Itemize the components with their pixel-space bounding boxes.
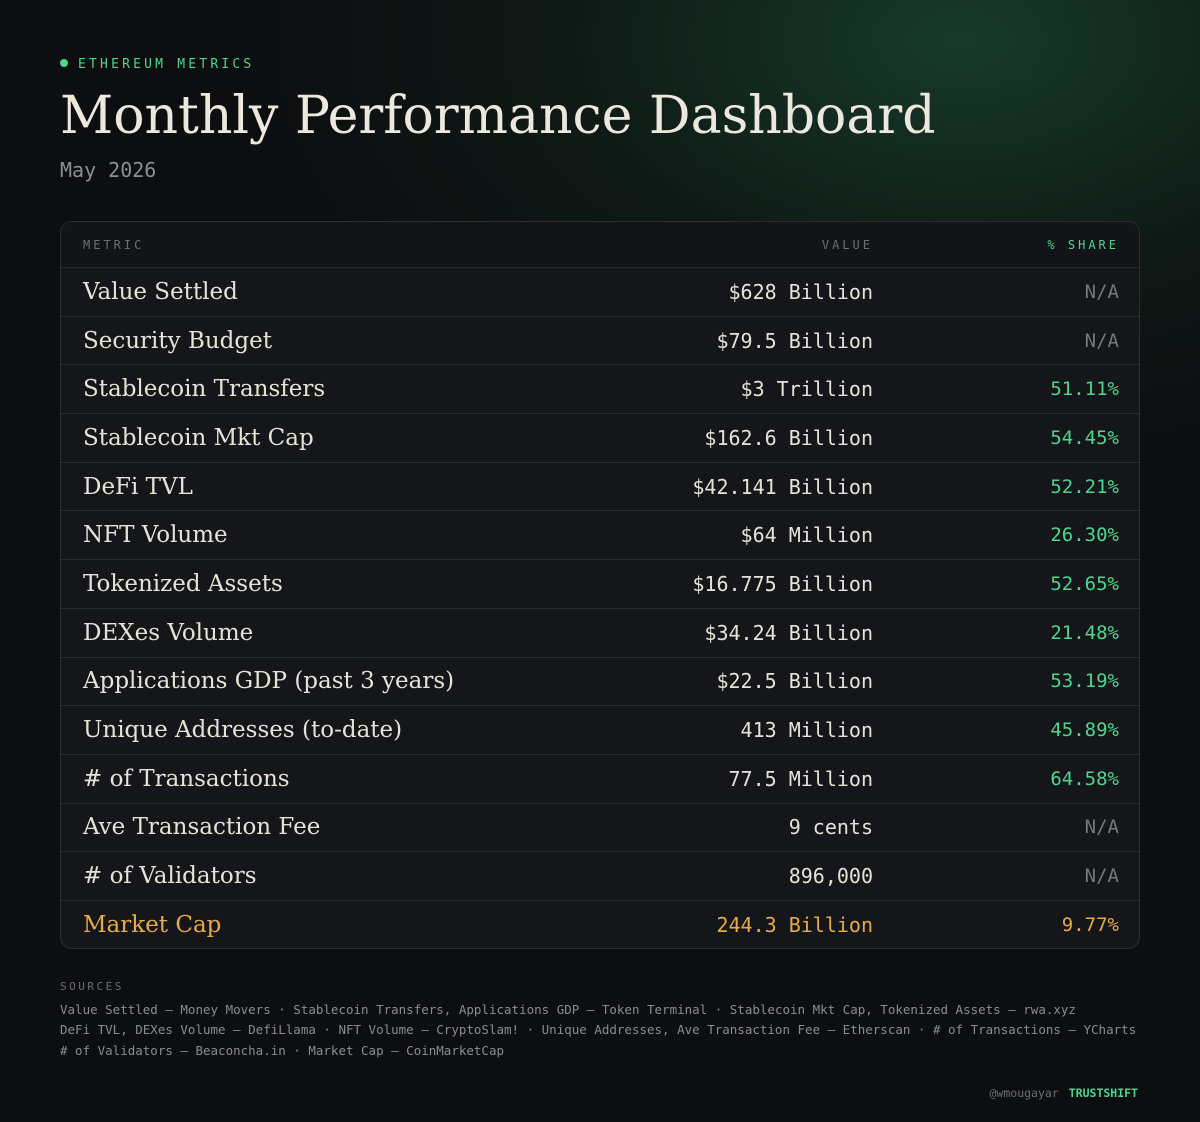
share: 64.58% bbox=[1050, 767, 1119, 790]
column-header: VALUE bbox=[821, 237, 873, 252]
handle: @wmougayar bbox=[989, 1086, 1059, 1100]
metric: Value Settled bbox=[83, 278, 238, 305]
share: 21.48% bbox=[1050, 621, 1119, 644]
metric: DeFi TVL bbox=[83, 473, 193, 500]
brand: TRUSTSHIFT bbox=[1068, 1086, 1138, 1100]
source-line: # of Validators — Beaconcha.in · Market … bbox=[60, 1043, 505, 1058]
source-line: Value Settled — Money Movers · Stablecoi… bbox=[60, 1002, 1076, 1017]
metric: # of Validators bbox=[83, 863, 257, 890]
table-row: Value Settled $628 Billion N/A bbox=[61, 267, 1139, 316]
table-row: DEXes Volume $34.24 Billion 21.48% bbox=[61, 607, 1139, 657]
value: $42.141 Billion bbox=[692, 474, 873, 499]
table-row: # of Validators 896,000 N/A bbox=[61, 851, 1139, 900]
table-row: Stablecoin Transfers $3 Trillion 51.11% bbox=[61, 364, 1139, 413]
share: 52.21% bbox=[1050, 475, 1119, 498]
share: 45.89% bbox=[1050, 719, 1119, 742]
value: $628 Billion bbox=[728, 279, 874, 304]
value: $34.24 Billion bbox=[704, 620, 873, 645]
table-row: Unique Addresses (to-date) 413 Million 45.… bbox=[61, 705, 1139, 754]
table-row: Stablecoin Mkt Cap $162.6 Billion 54.45% bbox=[61, 413, 1139, 462]
column-header: METRIC bbox=[83, 237, 145, 252]
footer: @wmougayar TRUSTSHIFT bbox=[990, 1086, 1139, 1100]
value: $22.5 Billion bbox=[716, 669, 873, 694]
metric: Tokenized Assets bbox=[83, 570, 283, 597]
metric: NFT Volume bbox=[83, 522, 228, 549]
column-header: % SHARE bbox=[1047, 237, 1119, 252]
value: 244.3 Billion bbox=[716, 912, 873, 937]
share: N/A bbox=[1084, 280, 1119, 303]
share: 26.30% bbox=[1050, 524, 1119, 547]
table-row: Tokenized Assets $16.775 Billion 52.65% bbox=[61, 559, 1139, 608]
subtitle: May 2026 bbox=[60, 158, 157, 182]
metric: Ave Transaction Fee bbox=[83, 814, 321, 841]
value: $3 Trillion bbox=[740, 377, 873, 402]
metric: Applications GDP (past 3 years) bbox=[83, 668, 455, 695]
table-row: Security Budget $79.5 Billion N/A bbox=[61, 315, 1139, 365]
metrics-table: METRIC VALUE % SHARE Value Settled $628 B… bbox=[60, 221, 1140, 949]
table-row: DeFi TVL $42.141 Billion 52.21% bbox=[61, 461, 1139, 511]
share: N/A bbox=[1084, 865, 1119, 888]
value: $79.5 Billion bbox=[716, 328, 873, 353]
metric: Market Cap bbox=[83, 911, 222, 938]
metric: Stablecoin Mkt Cap bbox=[83, 424, 314, 451]
share: 51.11% bbox=[1050, 378, 1119, 401]
table-row: Applications GDP (past 3 years) $22.5 Bil… bbox=[61, 656, 1139, 706]
value: 413 Million bbox=[740, 718, 873, 743]
share: N/A bbox=[1084, 816, 1119, 839]
table-row: NFT Volume $64 Million 26.30% bbox=[61, 510, 1139, 559]
share: 54.45% bbox=[1050, 426, 1119, 449]
value: 77.5 Million bbox=[728, 766, 874, 791]
sources-label: SOURCES bbox=[60, 980, 124, 993]
value: $162.6 Billion bbox=[704, 425, 873, 450]
share: N/A bbox=[1084, 329, 1119, 352]
table-row: # of Transactions 77.5 Million 64.58% bbox=[61, 753, 1139, 803]
share: 9.77% bbox=[1061, 913, 1119, 936]
source-line: DeFi TVL, DEXes Volume — DefiLlama · NFT… bbox=[60, 1022, 1137, 1037]
metric: Stablecoin Transfers bbox=[83, 376, 326, 403]
eyebrow: ETHEREUM METRICS bbox=[60, 57, 254, 72]
metric: Unique Addresses (to-date) bbox=[83, 717, 403, 744]
metric: # of Transactions bbox=[83, 765, 290, 792]
value: 896,000 bbox=[788, 864, 873, 889]
metric: DEXes Volume bbox=[83, 619, 254, 646]
share: 53.19% bbox=[1050, 670, 1119, 693]
value: 9 cents bbox=[788, 815, 873, 840]
metric: Security Budget bbox=[83, 327, 272, 354]
table-header: METRIC VALUE % SHARE bbox=[61, 222, 1139, 267]
share: 52.65% bbox=[1050, 572, 1119, 595]
table-row: Market Cap 244.3 Billion 9.77% bbox=[61, 899, 1139, 948]
value: $64 Million bbox=[740, 523, 873, 548]
value: $16.775 Billion bbox=[692, 571, 873, 596]
title: Monthly Performance Dashboard bbox=[60, 86, 936, 146]
table-row: Ave Transaction Fee 9 cents N/A bbox=[61, 802, 1139, 852]
